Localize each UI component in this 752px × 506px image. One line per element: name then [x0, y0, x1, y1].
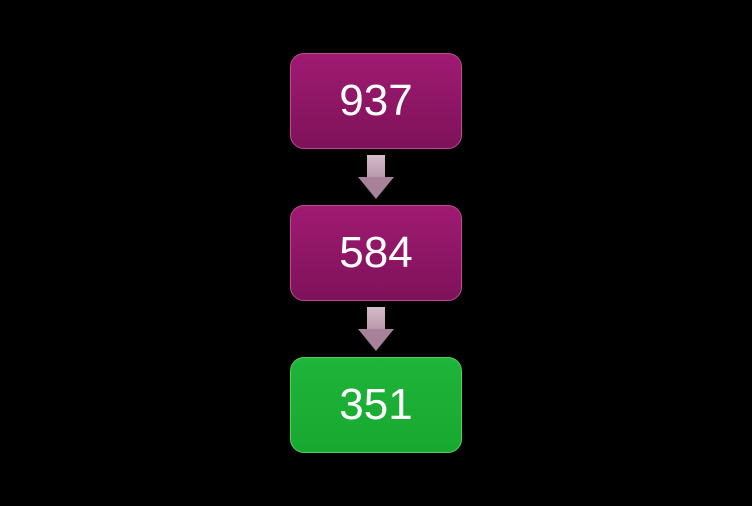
flow-node-1: 937	[290, 53, 462, 149]
down-arrow-icon	[358, 307, 394, 351]
flow-node-2: 584	[290, 205, 462, 301]
node-label: 937	[339, 76, 412, 126]
flow-node-3: 351	[290, 357, 462, 453]
down-arrow-icon	[358, 155, 394, 199]
node-label: 351	[339, 380, 412, 430]
flow-arrow-2	[358, 307, 394, 351]
flow-arrow-1	[358, 155, 394, 199]
node-label: 584	[339, 228, 412, 278]
